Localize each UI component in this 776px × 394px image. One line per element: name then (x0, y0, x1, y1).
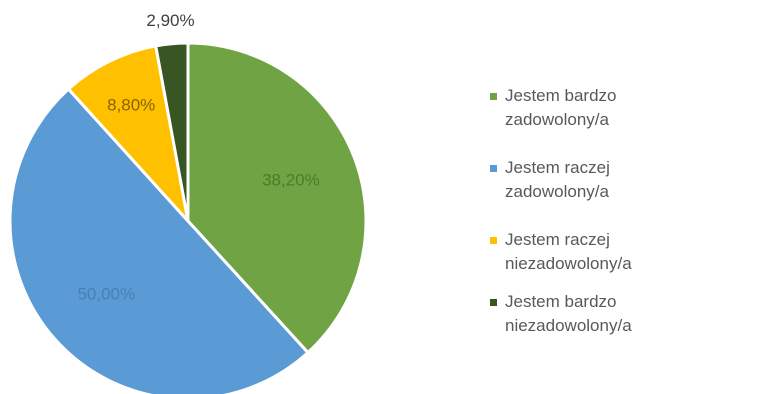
chart-legend: Jestem bardzo zadowolony/a Jestem raczej… (490, 84, 770, 362)
slice-bardzo-niezadowolony (153, 41, 190, 222)
legend-swatch (490, 299, 497, 306)
slice-bardzo-zadowolony (186, 41, 368, 355)
data-label: 2,90% (146, 11, 194, 30)
legend-label: Jestem bardzo zadowolony/a (505, 86, 617, 129)
legend-label: Jestem bardzo niezadowolony/a (505, 292, 632, 335)
legend-label: Jestem raczej niezadowolony/a (505, 230, 632, 273)
legend-item-raczej-zadowolony: Jestem raczej zadowolony/a (490, 156, 770, 204)
data-label: 38,20% (262, 171, 320, 190)
legend-swatch (490, 165, 497, 172)
legend-item-bardzo-niezadowolony: Jestem bardzo niezadowolony/a (490, 290, 770, 338)
legend-swatch (490, 237, 497, 244)
legend-label: Jestem raczej zadowolony/a (505, 158, 610, 201)
data-label: 8,80% (107, 96, 155, 115)
legend-item-bardzo-zadowolony: Jestem bardzo zadowolony/a (490, 84, 770, 132)
data-label: 50,00% (77, 285, 135, 304)
slice-raczej-niezadowolony (66, 44, 191, 226)
legend-item-raczej-niezadowolony: Jestem raczej niezadowolony/a (490, 228, 770, 276)
legend-swatch (490, 93, 497, 100)
slice-raczej-zadowolony (8, 86, 311, 394)
